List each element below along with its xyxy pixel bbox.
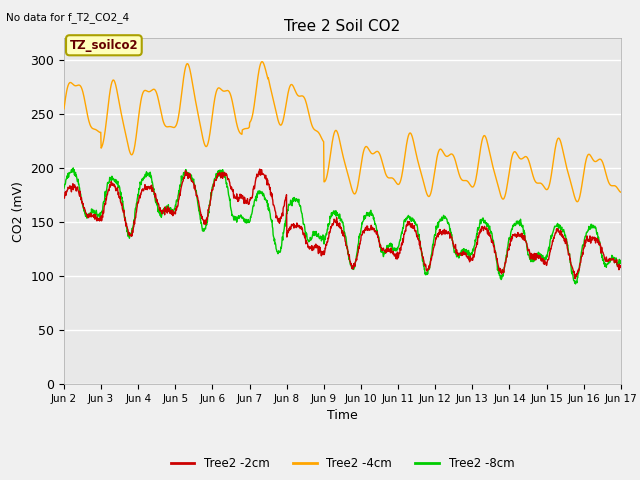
Text: TZ_soilco2: TZ_soilco2	[70, 39, 138, 52]
Text: No data for f_T2_CO2_4: No data for f_T2_CO2_4	[6, 12, 129, 23]
Legend: Tree2 -2cm, Tree2 -4cm, Tree2 -8cm: Tree2 -2cm, Tree2 -4cm, Tree2 -8cm	[166, 453, 519, 475]
X-axis label: Time: Time	[327, 409, 358, 422]
Title: Tree 2 Soil CO2: Tree 2 Soil CO2	[284, 20, 401, 35]
Y-axis label: CO2 (mV): CO2 (mV)	[12, 181, 25, 241]
